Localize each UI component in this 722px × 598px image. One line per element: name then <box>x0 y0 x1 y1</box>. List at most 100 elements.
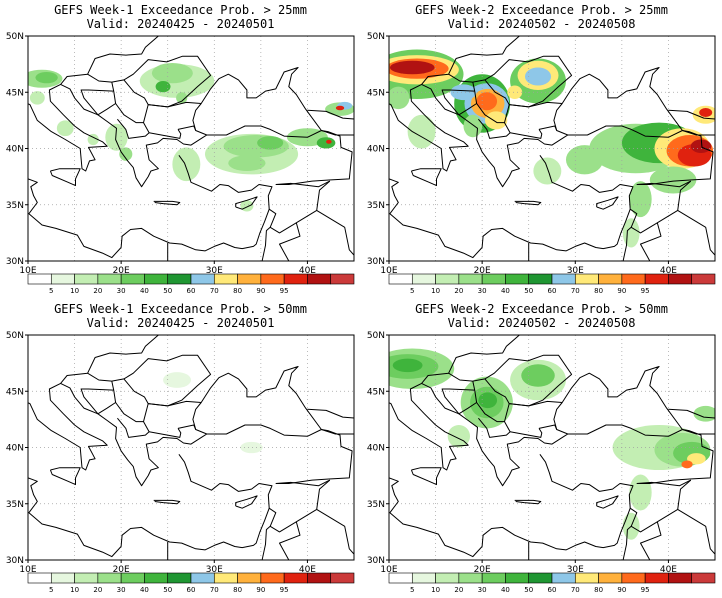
coastline <box>410 168 442 187</box>
colorbar-swatch <box>167 572 192 584</box>
country-border <box>261 507 277 560</box>
colorbar-label: 5 <box>410 287 414 295</box>
colorbar-swatch <box>435 273 460 285</box>
lat-label: 35N <box>367 500 385 510</box>
colorbar: 5 10 20 30 40 50 60 70 80 90 95 <box>27 273 355 295</box>
lat-label: 45N <box>6 387 24 397</box>
colorbar-swatch <box>481 572 506 584</box>
precip-blob <box>240 441 263 454</box>
colorbar-label: 95 <box>641 287 650 295</box>
country-border <box>143 400 202 422</box>
precip-blob <box>524 67 552 86</box>
colorbar-swatch <box>598 572 623 584</box>
colorbar-swatch <box>691 273 716 285</box>
coastline <box>28 155 273 259</box>
lon-label: 30E <box>567 266 584 276</box>
precip-blob <box>389 86 410 110</box>
colorbar-swatch <box>144 572 169 584</box>
precip-blob <box>690 139 712 153</box>
colorbar-swatch <box>528 572 553 584</box>
lon-label: 30E <box>567 565 584 575</box>
coastline <box>49 168 81 187</box>
colorbar-label: 50 <box>163 586 172 594</box>
lat-label: 30N <box>367 257 385 267</box>
colorbar-swatch <box>435 572 460 584</box>
country-border <box>538 125 558 131</box>
country-border <box>421 335 520 384</box>
colorbar-swatch <box>644 572 669 584</box>
country-border <box>143 101 202 123</box>
colorbar-swatch <box>458 273 483 285</box>
country-border <box>279 222 301 261</box>
colorbar-swatch <box>190 572 215 584</box>
colorbar-label: 10 <box>431 586 440 594</box>
precip-blob <box>257 136 284 150</box>
colorbar-swatch <box>120 273 145 285</box>
colorbar-swatch <box>307 273 332 285</box>
country-border <box>636 479 692 487</box>
country-border <box>510 129 543 139</box>
colorbar-label: 90 <box>617 287 626 295</box>
map-panel-week1-50mm: GEFS Week-1 Exceedance Prob. > 50mm Vali… <box>0 299 361 598</box>
colorbar-label: 70 <box>571 287 580 295</box>
colorbar-swatch <box>27 572 52 584</box>
geography-lines <box>389 36 715 261</box>
colorbar-label: 30 <box>478 586 487 594</box>
colorbar-swatch <box>505 572 530 584</box>
colorbar-label: 60 <box>187 586 196 594</box>
country-border <box>279 521 301 560</box>
colorbar-label: 95 <box>280 586 289 594</box>
coastline <box>60 382 208 487</box>
colorbar-swatch <box>167 273 192 285</box>
precip-blob <box>699 108 713 117</box>
precip-blob <box>176 92 188 104</box>
colorbar-label: 90 <box>256 586 265 594</box>
colorbar-label: 90 <box>617 586 626 594</box>
country-border <box>269 180 331 234</box>
lon-label: 20E <box>474 565 491 575</box>
country-border <box>640 222 662 261</box>
colorbar-label: 40 <box>501 287 510 295</box>
coastline <box>596 196 619 210</box>
lat-label: 50N <box>367 331 385 341</box>
colorbar-label: 60 <box>548 586 557 594</box>
precip-blob <box>87 133 99 146</box>
colorbar-label: 50 <box>524 287 533 295</box>
colorbar: 5 10 20 30 40 50 60 70 80 90 95 <box>27 572 355 594</box>
coastline <box>192 366 322 437</box>
colorbar-swatch <box>388 572 413 584</box>
country-border <box>448 354 573 407</box>
country-border <box>441 380 478 415</box>
lon-label: 40E <box>660 565 677 575</box>
colorbar-swatch <box>551 572 576 584</box>
country-border <box>448 55 573 108</box>
lat-label: 50N <box>6 331 24 341</box>
colorbar-label: 95 <box>280 287 289 295</box>
country-border <box>307 109 354 136</box>
colorbar-swatch <box>213 273 238 285</box>
country-border <box>504 400 563 422</box>
colorbar-swatch <box>97 273 122 285</box>
lat-label: 45N <box>6 88 24 98</box>
precip-blob <box>29 91 45 105</box>
colorbar-label: 80 <box>233 586 242 594</box>
colorbar-swatch <box>50 572 75 584</box>
lat-label: 30N <box>6 556 24 566</box>
panel-title: GEFS Week-1 Exceedance Prob. > 50mm <box>54 302 307 316</box>
precip-blob <box>450 84 477 101</box>
lat-label: 40N <box>6 145 24 155</box>
lat-label: 40N <box>367 145 385 155</box>
coastline <box>389 155 634 259</box>
colorbar-swatch <box>97 572 122 584</box>
country-border <box>510 428 543 438</box>
precip-blob <box>172 147 201 182</box>
map-panel-week2-50mm: GEFS Week-2 Exceedance Prob. > 50mm Vali… <box>361 299 722 598</box>
country-border <box>60 335 159 384</box>
geography-lines <box>28 335 354 560</box>
lon-label: 10E <box>19 565 36 575</box>
colorbar-label: 20 <box>454 586 463 594</box>
colorbar-label: 50 <box>163 287 172 295</box>
lon-label: 30E <box>206 266 223 276</box>
colorbar-label: 60 <box>187 287 196 295</box>
colorbar-swatch <box>574 273 599 285</box>
